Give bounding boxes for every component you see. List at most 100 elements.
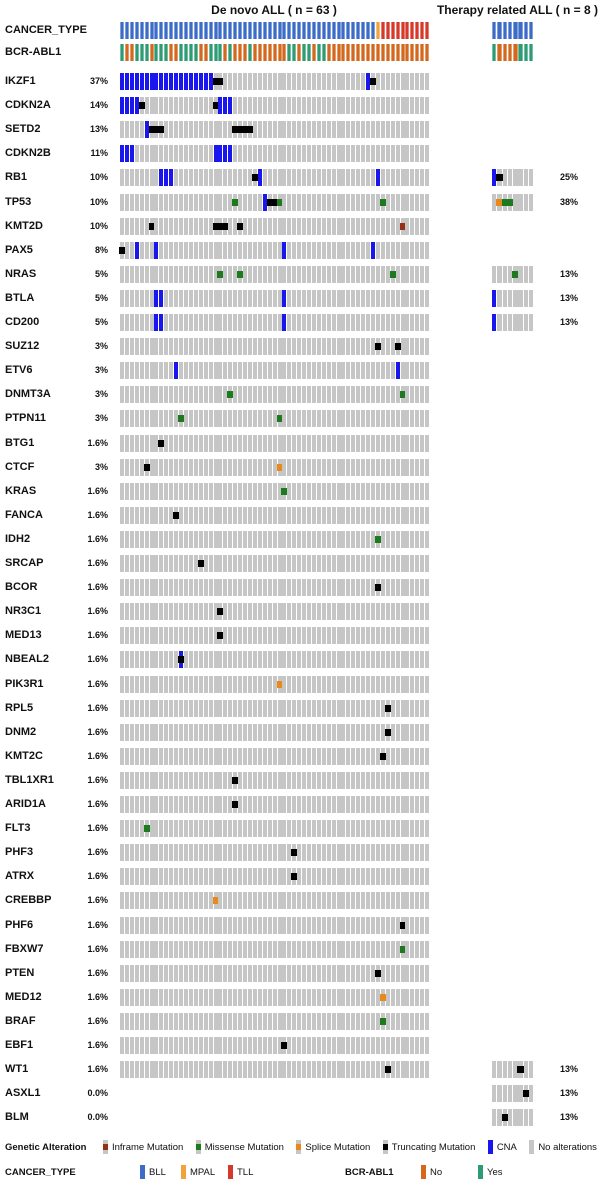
sample-cell[interactable]	[243, 482, 248, 500]
sample-cell[interactable]	[267, 627, 272, 645]
sample-cell[interactable]	[213, 434, 218, 452]
sample-cell[interactable]	[203, 723, 208, 741]
sample-cell[interactable]	[361, 579, 366, 597]
sample-cell[interactable]	[124, 940, 129, 958]
sample-cell[interactable]	[292, 169, 297, 187]
sample-cell[interactable]	[287, 892, 292, 910]
sample-cell[interactable]	[267, 362, 272, 380]
sample-cell[interactable]	[425, 1037, 430, 1054]
sample-cell[interactable]	[164, 506, 169, 524]
sample-cell[interactable]	[410, 458, 415, 476]
sample-cell[interactable]	[238, 410, 243, 428]
sample-cell[interactable]	[159, 241, 164, 259]
sample-cell[interactable]	[129, 747, 134, 765]
sample-cell[interactable]	[410, 796, 415, 813]
clinical-cell[interactable]	[346, 44, 351, 61]
sample-cell[interactable]	[385, 964, 390, 982]
sample-cell[interactable]	[228, 217, 233, 235]
sample-cell[interactable]	[311, 410, 316, 428]
sample-cell[interactable]	[316, 916, 321, 934]
sample-cell[interactable]	[356, 892, 361, 910]
sample-cell[interactable]	[247, 241, 252, 259]
sample-cell[interactable]	[124, 265, 129, 283]
sample-cell[interactable]	[282, 723, 287, 741]
clinical-cell[interactable]	[390, 44, 395, 61]
sample-cell[interactable]	[297, 844, 302, 862]
sample-cell[interactable]	[277, 603, 282, 621]
sample-cell[interactable]	[154, 723, 159, 741]
sample-cell[interactable]	[351, 265, 356, 283]
sample-cell[interactable]	[385, 675, 390, 693]
sample-cell[interactable]	[188, 1037, 193, 1054]
sample-cell[interactable]	[139, 241, 144, 259]
sample-cell[interactable]	[311, 1061, 316, 1079]
sample-cell[interactable]	[287, 627, 292, 645]
sample-cell[interactable]	[287, 506, 292, 524]
sample-cell[interactable]	[331, 265, 336, 283]
sample-cell[interactable]	[179, 169, 184, 187]
sample-cell[interactable]	[213, 651, 218, 669]
sample-cell[interactable]	[134, 434, 139, 452]
sample-cell[interactable]	[346, 723, 351, 741]
clinical-cell[interactable]	[528, 44, 534, 61]
sample-cell[interactable]	[120, 603, 124, 621]
sample-cell[interactable]	[311, 169, 316, 187]
sample-cell[interactable]	[169, 675, 174, 693]
sample-cell[interactable]	[243, 796, 248, 813]
sample-cell[interactable]	[415, 289, 420, 307]
sample-cell[interactable]	[144, 1037, 149, 1054]
sample-cell[interactable]	[272, 121, 277, 139]
sample-cell[interactable]	[356, 289, 361, 307]
sample-cell[interactable]	[203, 338, 208, 356]
sample-cell[interactable]	[282, 506, 287, 524]
sample-cell[interactable]	[400, 314, 405, 331]
sample-cell[interactable]	[272, 892, 277, 910]
sample-cell[interactable]	[272, 771, 277, 789]
sample-cell[interactable]	[183, 892, 188, 910]
clinical-cell[interactable]	[134, 44, 139, 61]
sample-cell[interactable]	[174, 747, 179, 765]
sample-cell[interactable]	[311, 868, 316, 886]
sample-cell[interactable]	[361, 410, 366, 428]
sample-cell[interactable]	[410, 916, 415, 934]
clinical-cell[interactable]	[410, 44, 415, 61]
sample-cell[interactable]	[120, 506, 124, 524]
sample-cell[interactable]	[169, 1061, 174, 1079]
sample-cell[interactable]	[203, 530, 208, 548]
sample-cell[interactable]	[425, 530, 430, 548]
sample-cell[interactable]	[321, 820, 326, 838]
sample-cell[interactable]	[346, 747, 351, 765]
sample-cell[interactable]	[149, 868, 154, 886]
clinical-cell[interactable]	[361, 22, 366, 39]
sample-cell[interactable]	[134, 916, 139, 934]
sample-cell[interactable]	[371, 193, 376, 211]
sample-cell[interactable]	[326, 699, 331, 717]
sample-cell[interactable]	[223, 434, 228, 452]
sample-cell[interactable]	[243, 868, 248, 886]
sample-cell[interactable]	[321, 723, 326, 741]
sample-cell[interactable]	[179, 627, 184, 645]
sample-cell[interactable]	[188, 410, 193, 428]
sample-cell[interactable]	[208, 217, 213, 235]
sample-cell[interactable]	[183, 820, 188, 838]
sample-cell[interactable]	[291, 844, 298, 862]
sample-cell[interactable]	[307, 482, 312, 500]
sample-cell[interactable]	[321, 169, 326, 187]
sample-cell[interactable]	[366, 241, 371, 259]
sample-cell[interactable]	[179, 506, 184, 524]
sample-cell[interactable]	[228, 651, 233, 669]
sample-cell[interactable]	[415, 892, 420, 910]
sample-cell[interactable]	[257, 964, 262, 982]
sample-cell[interactable]	[134, 892, 139, 910]
sample-cell[interactable]	[120, 193, 124, 211]
sample-cell[interactable]	[356, 579, 361, 597]
sample-cell[interactable]	[120, 651, 124, 669]
sample-cell[interactable]	[351, 506, 356, 524]
sample-cell[interactable]	[213, 796, 218, 813]
sample-cell[interactable]	[361, 193, 366, 211]
sample-cell[interactable]	[346, 193, 351, 211]
sample-cell[interactable]	[307, 410, 312, 428]
sample-cell[interactable]	[164, 603, 169, 621]
sample-cell[interactable]	[139, 73, 144, 90]
sample-cell[interactable]	[164, 193, 169, 211]
